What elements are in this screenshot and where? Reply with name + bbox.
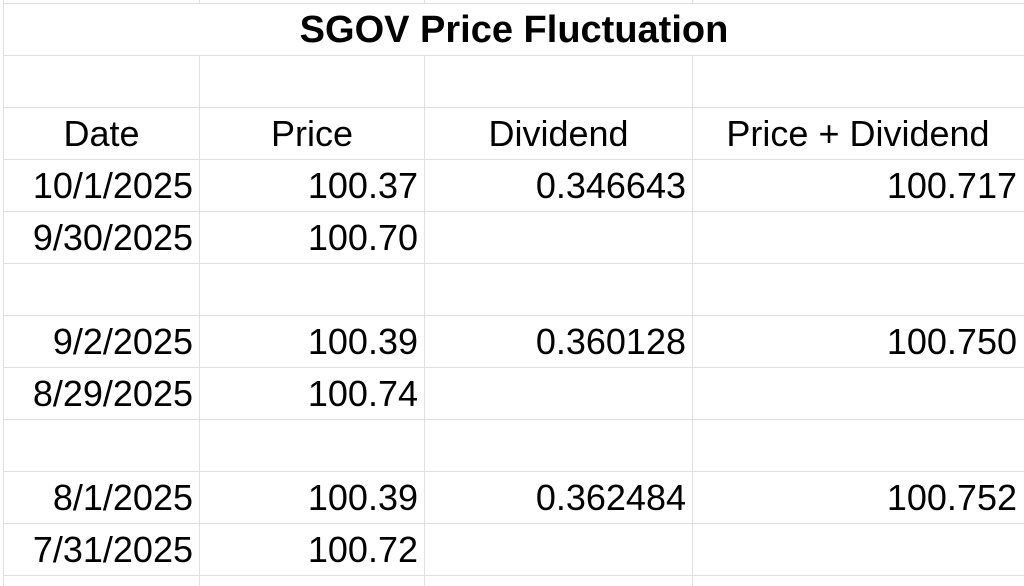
cell-date-3[interactable]: 9/2/2025 [4,316,200,367]
empty-cell[interactable] [425,56,693,107]
cell-price-4[interactable]: 100.74 [200,368,425,419]
cell-date-6[interactable]: 8/1/2025 [4,472,200,523]
cell-date-0[interactable]: 10/1/2025 [4,160,200,211]
table-row: 8/29/2025 100.74 [3,368,1024,420]
partial-cell [425,576,693,586]
cell-dividend-0[interactable]: 0.346643 [425,160,693,211]
partial-cell [200,0,425,3]
cell-date-2[interactable] [4,264,200,315]
cell-dividend-7[interactable] [425,524,693,575]
cell-price-6[interactable]: 100.39 [200,472,425,523]
cell-price-5[interactable] [200,420,425,471]
cell-dividend-1[interactable] [425,212,693,263]
cell-price-3[interactable]: 100.39 [200,316,425,367]
partial-cell [4,0,200,3]
cell-dividend-6[interactable]: 0.362484 [425,472,693,523]
cell-price-2[interactable] [200,264,425,315]
title-row: SGOV Price Fluctuation [3,4,1024,56]
partial-cell [425,0,693,3]
cell-total-0[interactable]: 100.717 [886,164,1017,206]
table-row: 9/30/2025 100.70 [3,212,1024,264]
header-price-plus-dividend[interactable]: Price + Dividend [726,112,990,154]
cell-date-1[interactable]: 9/30/2025 [4,212,200,263]
sheet-title[interactable]: SGOV Price Fluctuation [299,8,729,51]
cell-date-4[interactable]: 8/29/2025 [4,368,200,419]
cell-dividend-2[interactable] [425,264,693,315]
empty-cell[interactable] [693,56,1023,107]
cell-price-0[interactable]: 100.37 [200,160,425,211]
table-row [3,420,1024,472]
cell-dividend-3[interactable]: 0.360128 [425,316,693,367]
partial-cell [4,576,200,586]
table-row: 8/1/2025 100.39 0.362484 100.752 [3,472,1024,524]
empty-cell[interactable] [200,56,425,107]
cell-date-5[interactable] [4,420,200,471]
cell-total-4[interactable] [693,368,1023,419]
cell-total-7[interactable] [693,524,1023,575]
partial-cell [693,0,1023,3]
table-row: 9/2/2025 100.39 0.360128 100.750 [3,316,1024,368]
table-row [3,264,1024,316]
header-date[interactable]: Date [4,108,200,159]
cell-total-3[interactable]: 100.750 [886,320,1017,362]
cell-price-7[interactable]: 100.72 [200,524,425,575]
spacer-row [3,56,1024,108]
cell-total-6[interactable]: 100.752 [886,476,1017,518]
header-price[interactable]: Price [200,108,425,159]
bottom-edge-partial-row [3,576,1024,586]
header-dividend[interactable]: Dividend [425,108,693,159]
cell-dividend-4[interactable] [425,368,693,419]
partial-cell [693,576,1023,586]
cell-dividend-5[interactable] [425,420,693,471]
table-row: 10/1/2025 100.37 0.346643 100.717 [3,160,1024,212]
partial-cell [200,576,425,586]
cell-date-7[interactable]: 7/31/2025 [4,524,200,575]
cell-total-1[interactable] [693,212,1023,263]
cell-total-2[interactable] [693,264,1023,315]
top-edge-partial-row [3,0,1024,4]
cell-price-1[interactable]: 100.70 [200,212,425,263]
empty-cell[interactable] [4,56,200,107]
header-row: Date Price Dividend Price + Dividend [3,108,1024,160]
cell-total-5[interactable] [693,420,1023,471]
table-row: 7/31/2025 100.72 [3,524,1024,576]
